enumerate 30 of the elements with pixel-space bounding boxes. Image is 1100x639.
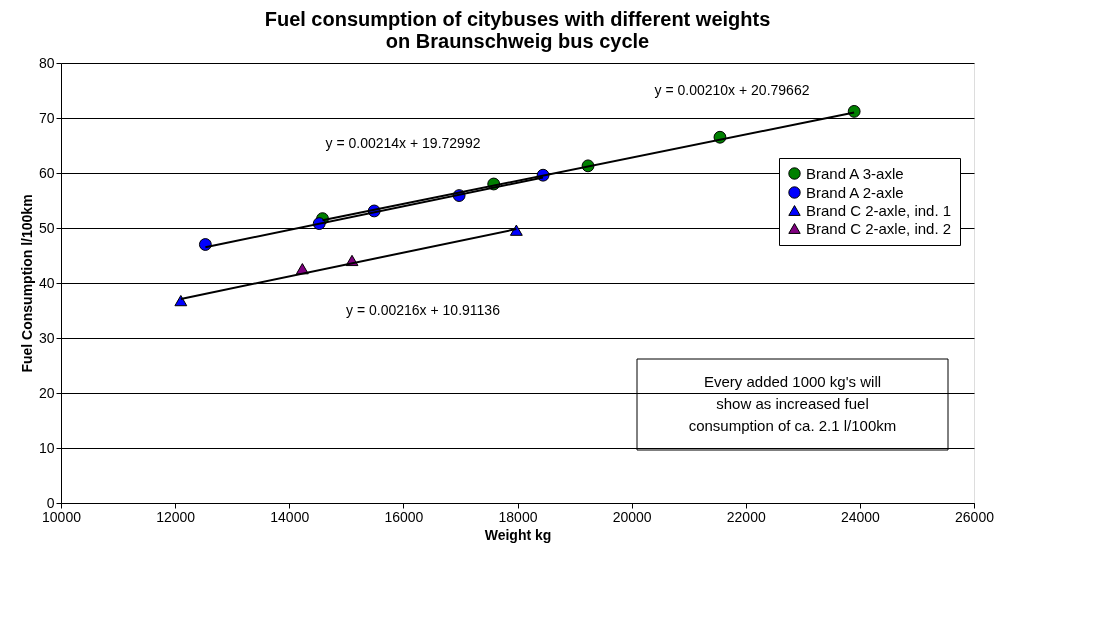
y-tick-label: 10 <box>38 439 55 456</box>
annotation: Every added 1000 kg's will show as increased fuel consumption of ca. 2.1 l/100km <box>688 372 897 434</box>
y-tick-label: 50 <box>38 219 55 236</box>
x-tick-label: 10000 <box>42 508 82 525</box>
x-tick-label: 26000 <box>955 508 995 525</box>
legend-label: Brand C 2-axle, ind. 1 <box>806 201 952 219</box>
legend-label: Brand C 2-axle, ind. 2 <box>806 219 952 237</box>
annotation: y = 0.00216x + 10.91136 <box>346 302 501 318</box>
x-axis-title: Weight kg <box>484 526 552 543</box>
y-axis-title: Fuel Consumption l/100km <box>18 194 35 373</box>
x-tick-label: 24000 <box>840 508 881 525</box>
x-tick-label: 14000 <box>270 508 310 525</box>
legend-label: Brand A 2-axle <box>806 183 904 201</box>
x-tick-label: 22000 <box>726 508 766 525</box>
y-tick-label: 70 <box>38 109 55 126</box>
text: on Braunschweig bus cycle <box>385 30 650 52</box>
annotation: y = 0.00214x + 19.72992 <box>325 135 481 151</box>
y-tick-label: 60 <box>38 164 55 181</box>
y-tick-label: 30 <box>38 329 55 346</box>
y-tick-label: 0 <box>46 494 55 511</box>
y-tick-label: 80 <box>38 54 55 71</box>
x-tick-label: 16000 <box>384 508 424 525</box>
y-tick-label: 20 <box>38 384 55 401</box>
y-tick-label: 40 <box>38 274 55 291</box>
x-tick-label: 18000 <box>498 508 538 525</box>
legend-label: Brand A 3-axle <box>806 164 904 182</box>
x-tick-label: 20000 <box>612 508 652 525</box>
text: Fuel consumption of citybuses with different weights <box>264 8 771 30</box>
x-tick-label: 12000 <box>156 508 196 525</box>
annotation: y = 0.00210x + 20.79662 <box>654 82 810 98</box>
